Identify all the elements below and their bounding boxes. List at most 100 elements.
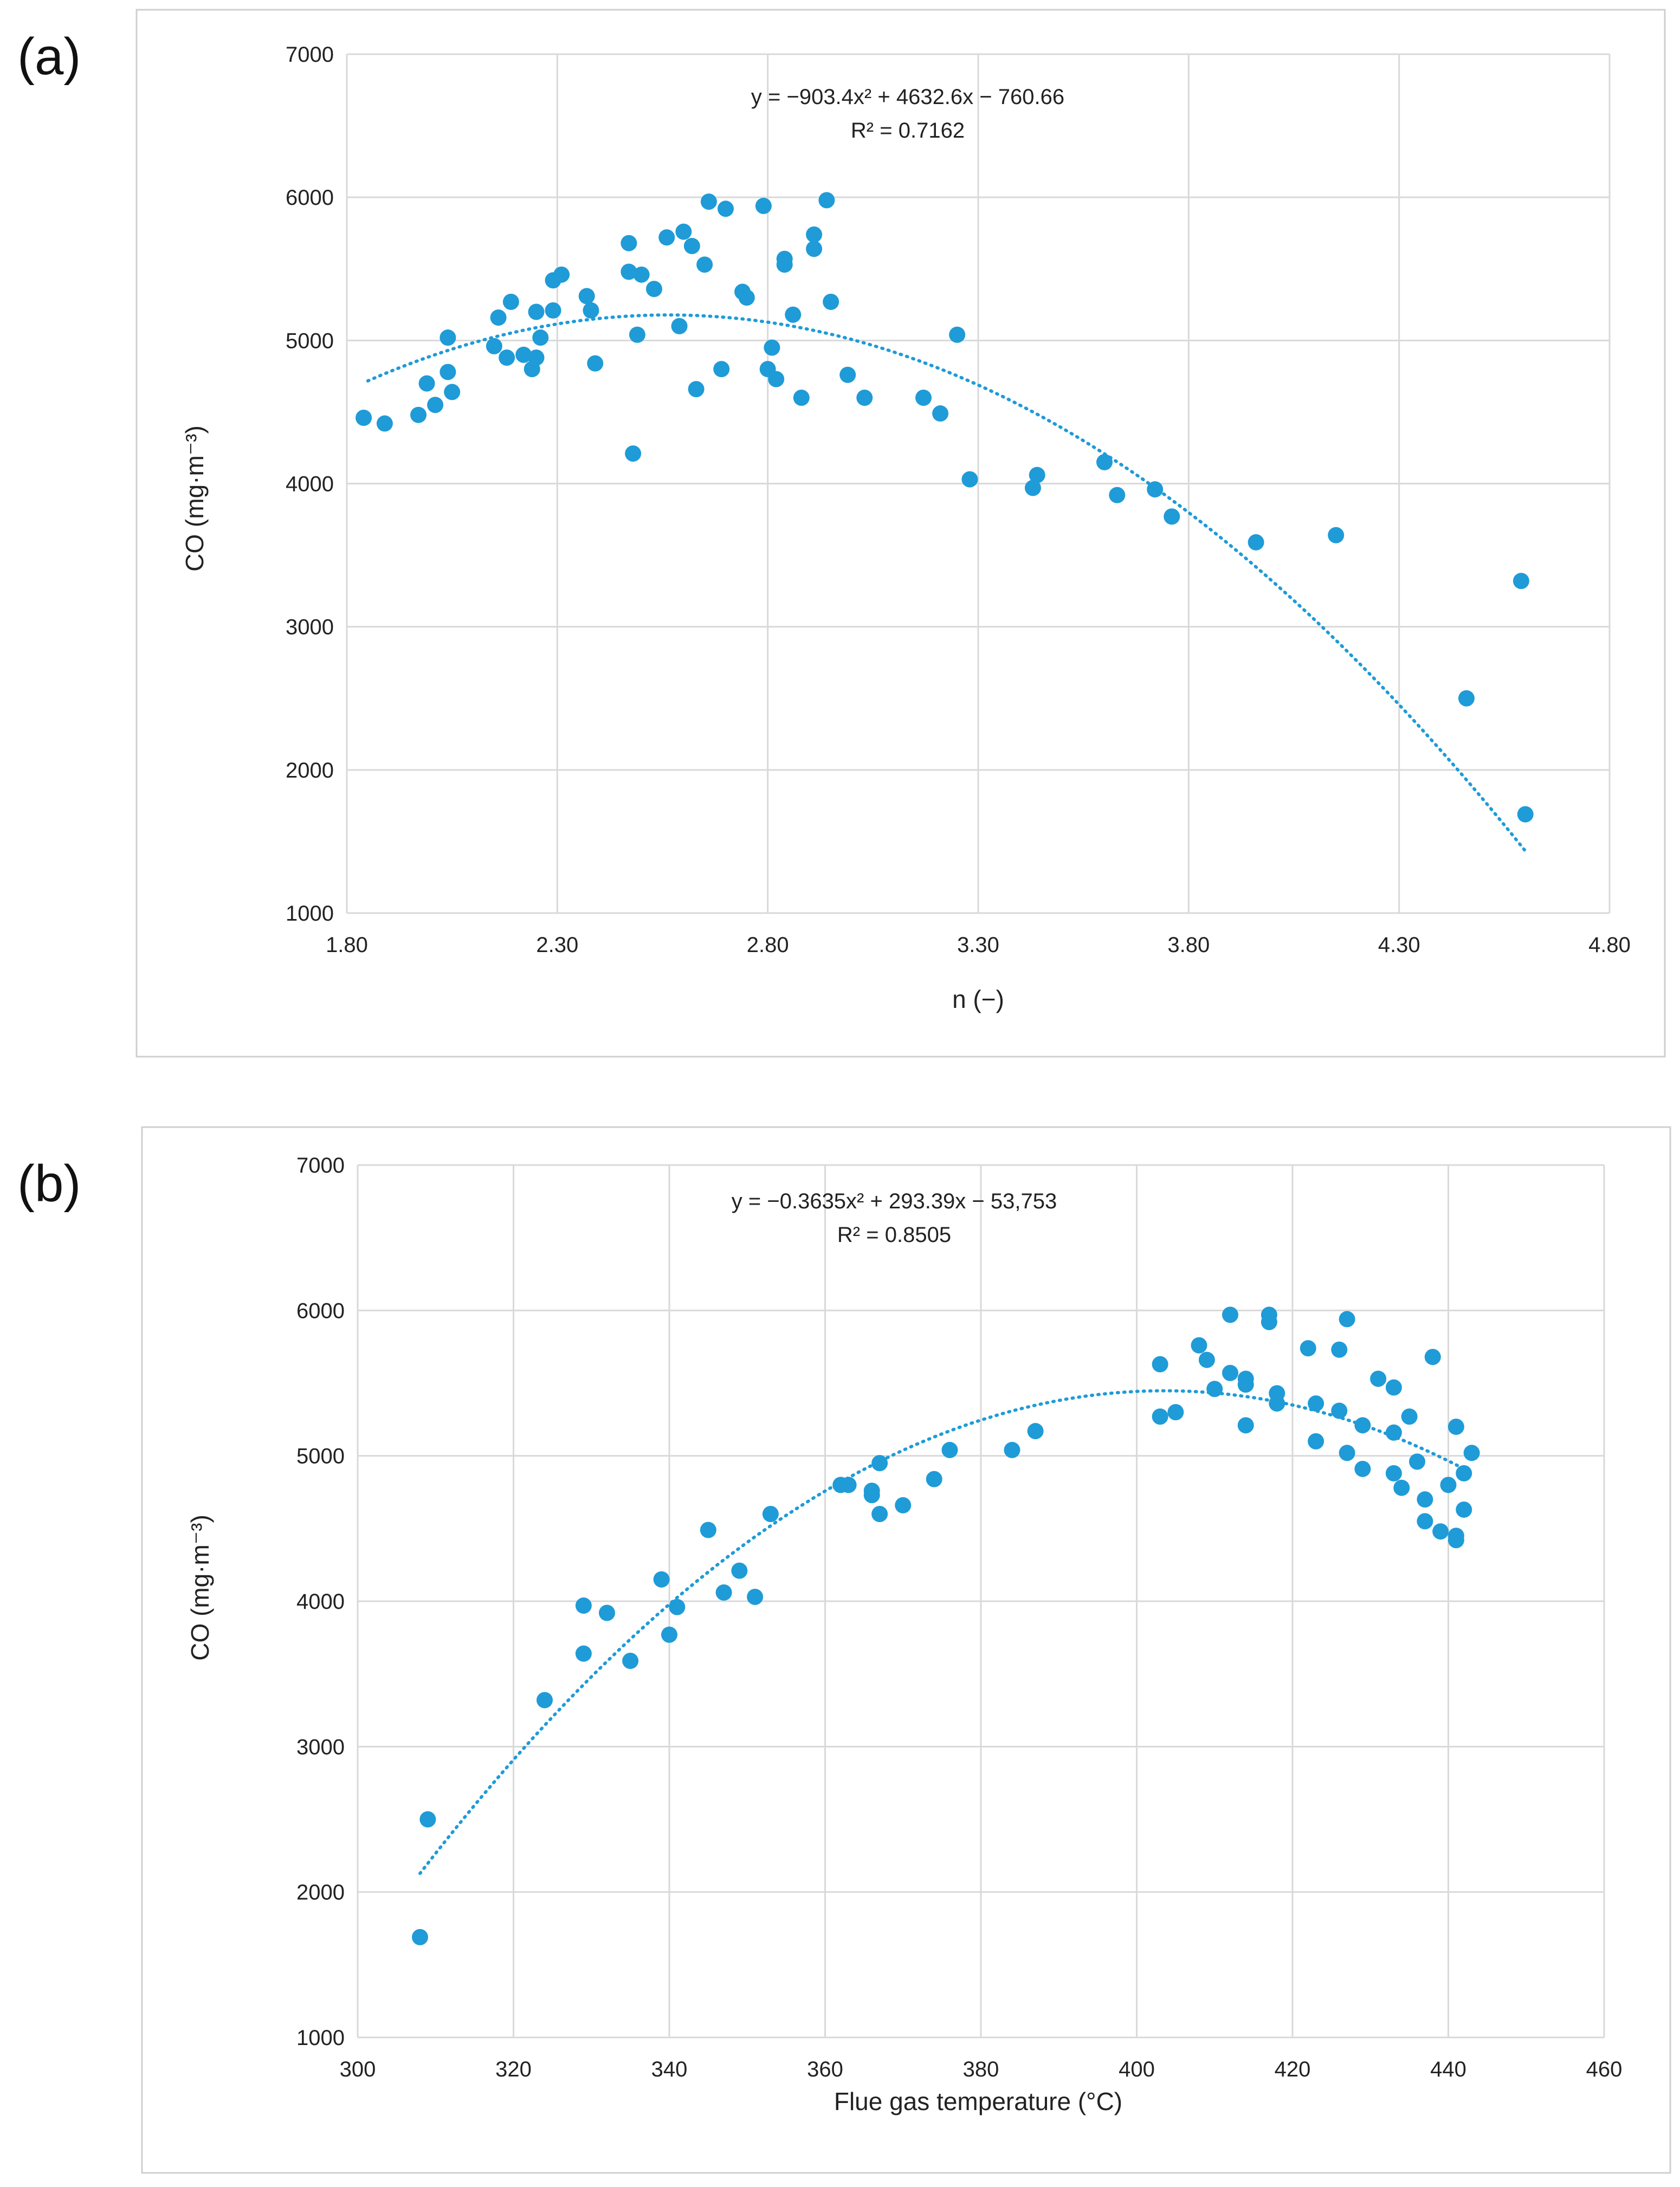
chart-frame [135,9,1666,1058]
chart-frame [141,1126,1671,2174]
x-axis-label: Flue gas temperature (°C) [834,2087,1122,2115]
data-point [1164,508,1180,525]
y-tick-label: 7000 [296,1154,345,1177]
data-point [537,1692,553,1709]
data-point [1198,1351,1215,1368]
data-point [1417,1491,1433,1508]
x-tick-label: 320 [495,2057,532,2081]
data-point [440,364,456,380]
panel-label-b: (b) [17,1155,81,1213]
x-tick-label: 420 [1275,2057,1311,2081]
data-point [1456,1501,1472,1518]
y-tick-label: 3000 [286,616,334,639]
data-point [444,384,461,400]
data-point [1237,1417,1254,1434]
data-point [1393,1479,1410,1496]
data-point [490,309,507,326]
y-tick-label: 6000 [286,186,334,210]
data-point [1269,1395,1285,1412]
data-point [410,406,427,423]
x-tick-label: 460 [1586,2057,1623,2081]
y-tick-label: 7000 [286,43,334,67]
data-point [1513,573,1529,590]
data-point [840,1477,857,1493]
data-point [961,471,978,488]
y-tick-label: 2000 [286,759,334,782]
data-point [671,318,688,334]
scatter-chart-a: 1.80 2.30 2.80 3.30 3.80 4.30 4.80 1000 2000 3000… [135,9,1666,1058]
data-point [1308,1395,1324,1412]
data-point [440,329,456,346]
data-point [1370,1370,1387,1387]
data-point [1463,1445,1480,1461]
x-tick-label: 1.80 [326,933,368,957]
data-point [764,339,780,356]
data-point [1385,1379,1402,1396]
data-point [793,390,810,406]
y-axis-label: CO (mg·m⁻³) [186,1515,214,1661]
data-point [1517,806,1534,823]
y-tick-label: 5000 [286,329,334,353]
data-point [625,445,642,462]
data-point [658,229,675,246]
trendline [418,1389,1474,1875]
data-point [818,192,835,209]
data-point [768,371,785,387]
data-point [1206,1381,1223,1397]
data-point [1261,1314,1277,1330]
x-tick-label: 360 [807,2057,843,2081]
data-point [1029,467,1045,483]
data-point [1222,1306,1238,1323]
data-point [575,1597,592,1614]
data-point [1417,1513,1433,1530]
data-point [622,1653,639,1670]
data-point [932,405,949,422]
r-squared-label: R² = 0.8505 [837,1223,951,1247]
data-point [1027,1423,1044,1440]
data-point [653,1571,670,1588]
data-point [587,355,604,372]
data-point [1004,1441,1020,1458]
data-point [839,366,856,383]
data-point [418,375,435,392]
data-point [1409,1453,1425,1470]
data-point [856,390,873,406]
y-tick-label: 4000 [296,1590,345,1614]
data-point [683,237,700,254]
x-tick-label: 2.80 [747,933,789,957]
data-point [755,198,772,215]
data-point [1424,1349,1441,1366]
y-axis-label: CO (mg·m⁻³) [180,425,209,572]
data-point [427,397,444,413]
y-tick-label: 1000 [286,902,334,926]
data-point [1109,487,1126,503]
x-tick-label: 340 [651,2057,688,2081]
data-point [645,281,662,297]
data-point [1308,1433,1324,1450]
data-point [731,1562,748,1579]
data-point [629,326,645,343]
data-point [575,1645,592,1662]
data-point [419,1811,436,1828]
trendline-equation: y = −0.3635x² + 293.39x − 53,753 [732,1189,1057,1213]
data-point [1354,1460,1371,1477]
data-point [895,1497,912,1513]
data-point [915,390,932,406]
data-point [486,338,502,354]
data-point [669,1599,686,1615]
data-point [823,294,839,310]
data-point [1152,1408,1168,1425]
trendline [366,313,1527,853]
data-point [718,200,734,217]
data-point [776,256,793,273]
data-point [675,223,692,240]
data-point [633,266,650,283]
data-point [1328,527,1345,543]
data-point [715,1584,732,1601]
data-point [1385,1465,1402,1481]
x-tick-label: 3.30 [957,933,999,957]
data-point [528,303,545,320]
data-point [713,361,730,378]
data-point [661,1626,677,1643]
panel-label-a: (a) [17,28,81,86]
